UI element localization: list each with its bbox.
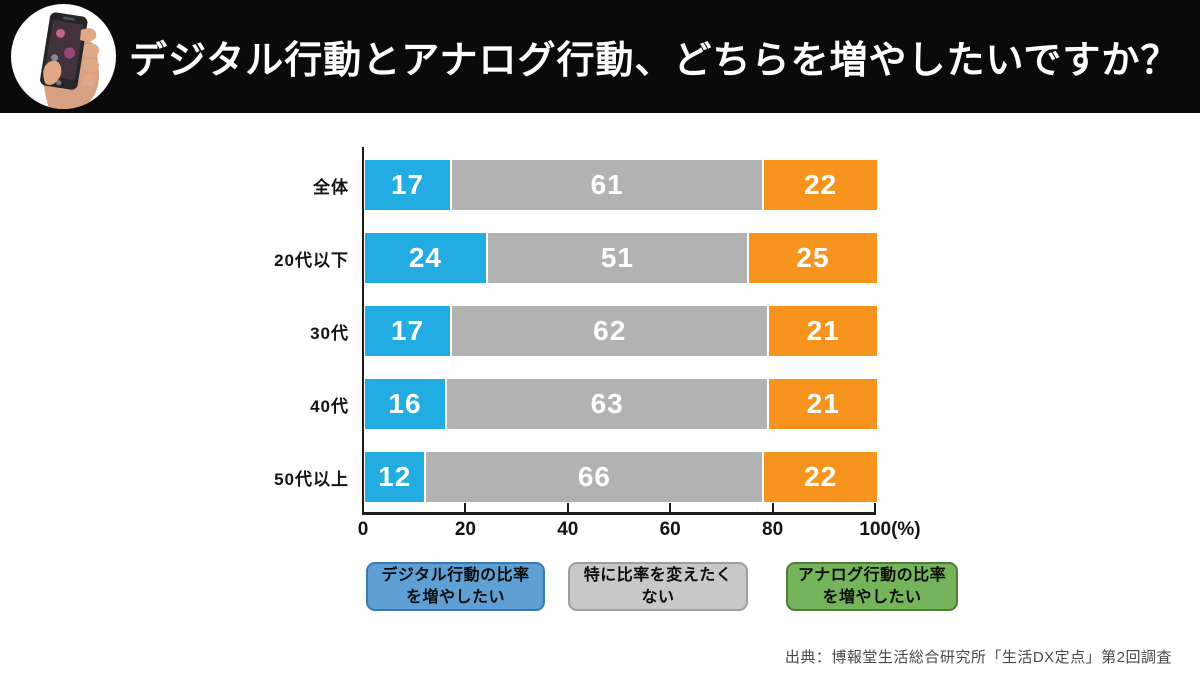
axis-tick-label: 100(%) bbox=[859, 519, 921, 540]
category-label: 30代 bbox=[310, 323, 349, 343]
chart-row: 全体 17 61 22 bbox=[0, 160, 877, 210]
phone-in-hand-avatar bbox=[11, 4, 116, 109]
legend-label-line: アナログ行動の比率 bbox=[797, 566, 947, 584]
axis-tick bbox=[464, 503, 467, 512]
bar-segment-neutral: 62 bbox=[452, 306, 770, 356]
bar-value: 63 bbox=[590, 388, 624, 419]
axis-tick-label: 20 bbox=[454, 519, 476, 540]
bar-segment-digital: 16 bbox=[365, 379, 447, 429]
bar-value: 21 bbox=[806, 388, 840, 419]
bar-segment-neutral: 61 bbox=[452, 160, 765, 210]
bar-stack: 17 62 21 bbox=[365, 306, 877, 356]
page-title: デジタル行動とアナログ行動、どちらを増やしたいですか？ bbox=[129, 40, 1180, 82]
header: デジタル行動とアナログ行動、どちらを増やしたいですか？ bbox=[0, 0, 1200, 113]
bar-segment-digital: 17 bbox=[365, 160, 453, 210]
legend-item-neutral: 特に比率を変えたく ない bbox=[568, 562, 748, 611]
bar-value: 17 bbox=[390, 169, 425, 200]
bar-segment-analog: 22 bbox=[764, 160, 877, 210]
x-axis-line bbox=[362, 512, 876, 515]
axis-tick-label: 0 bbox=[357, 519, 369, 540]
legend-label-line: ない bbox=[641, 588, 675, 606]
legend-label-line: 特に比率を変えたく bbox=[583, 566, 733, 584]
bar-segment-analog: 21 bbox=[769, 306, 877, 356]
legend-label-line: を増やしたい bbox=[405, 588, 505, 606]
chart-row: 30代 17 62 21 bbox=[0, 306, 877, 356]
axis-tick-label: 40 bbox=[557, 519, 579, 540]
chart-row: 40代 16 63 21 bbox=[0, 379, 877, 429]
bar-value: 25 bbox=[796, 242, 830, 273]
legend: デジタル行動の比率 を増やしたい 特に比率を変えたく ない アナログ行動の比率 を増やした… bbox=[366, 562, 958, 611]
legend-label-line: デジタル行動の比率 bbox=[381, 566, 530, 584]
chart-rows: 全体 17 61 22 20代以下 24 51 25 30代 17 62 21 40代 16 63 21 50代… bbox=[0, 160, 877, 525]
bar-segment-neutral: 51 bbox=[487, 233, 749, 283]
chart-row: 20代以下 24 51 25 bbox=[0, 233, 877, 283]
bar-value: 12 bbox=[378, 461, 412, 492]
axis-tick bbox=[874, 503, 876, 512]
bar-value: 17 bbox=[390, 315, 425, 346]
bar-stack: 16 63 21 bbox=[365, 379, 877, 429]
bar-value: 21 bbox=[806, 315, 840, 346]
category-label: 40代 bbox=[310, 396, 349, 416]
bar-value: 62 bbox=[593, 315, 627, 346]
bar-segment-analog: 22 bbox=[764, 452, 877, 502]
bar-segment-neutral: 63 bbox=[446, 379, 770, 429]
source-credit: 出典：博報堂生活総合研究所「生活DX定点」第2回調査 bbox=[784, 649, 1172, 666]
chart-row: 50代以上 12 66 22 bbox=[0, 452, 877, 502]
bar-segment-analog: 21 bbox=[769, 379, 877, 429]
y-axis-line bbox=[362, 147, 364, 515]
bar-stack: 24 51 25 bbox=[365, 233, 877, 283]
bar-segment-digital: 12 bbox=[365, 452, 427, 502]
bar-segment-analog: 25 bbox=[748, 233, 877, 283]
category-label: 全体 bbox=[313, 177, 349, 197]
axis-tick-label: 60 bbox=[659, 519, 681, 540]
axis-tick bbox=[669, 503, 672, 512]
bar-value: 24 bbox=[408, 242, 443, 273]
bar-segment-digital: 17 bbox=[365, 306, 453, 356]
axis-tick bbox=[566, 503, 569, 512]
category-label: 50代以上 bbox=[274, 469, 349, 489]
bar-stack: 12 66 22 bbox=[365, 452, 877, 502]
bar-value: 22 bbox=[804, 169, 838, 200]
legend-item-digital: デジタル行動の比率 を増やしたい bbox=[366, 562, 545, 611]
legend-item-analog: アナログ行動の比率 を増やしたい bbox=[786, 562, 958, 611]
axis-tick bbox=[771, 503, 774, 512]
bar-value: 22 bbox=[804, 461, 838, 492]
bar-segment-digital: 24 bbox=[365, 233, 488, 283]
bar-value: 66 bbox=[577, 461, 611, 492]
bar-segment-neutral: 66 bbox=[426, 452, 765, 502]
legend-label-line: を増やしたい bbox=[822, 588, 922, 606]
bar-value: 16 bbox=[388, 388, 422, 419]
phone-in-hand-icon bbox=[40, 12, 100, 109]
category-label: 20代以下 bbox=[274, 250, 349, 270]
bar-stack: 17 61 22 bbox=[365, 160, 877, 210]
bar-value: 61 bbox=[590, 169, 624, 200]
bar-value: 51 bbox=[600, 242, 634, 273]
axis-tick-label: 80 bbox=[762, 519, 784, 540]
